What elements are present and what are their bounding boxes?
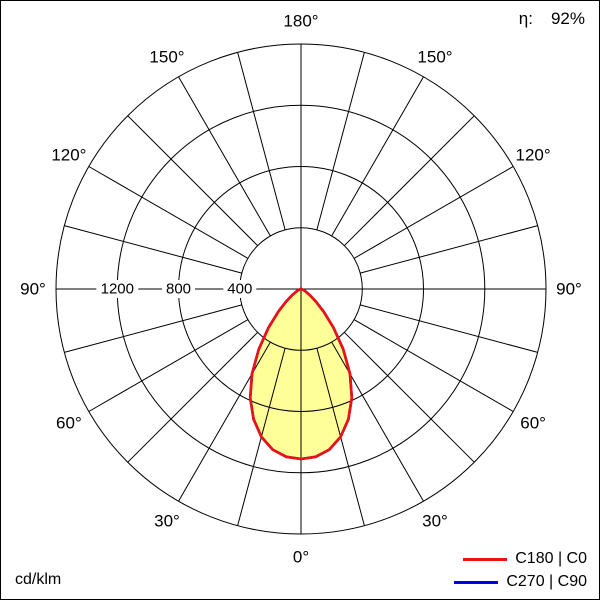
efficiency-label: η: [518,9,533,28]
angle-label: 60° [520,414,546,433]
grid-spoke [88,319,249,412]
efficiency-readout: η: 92% [519,9,585,29]
radial-tick-label: 400 [227,281,252,298]
grid-spoke [237,52,286,230]
radial-tick-label: 800 [166,281,191,298]
chart-root: 400 800 1200 0° 30° 30° 60° 60° 90° 90° 120° 120° 15… [20,12,582,567]
angle-label: 60° [56,414,82,433]
grid-spoke [353,319,514,412]
grid-spoke [178,76,271,237]
radial-tick-bg [96,280,139,298]
angle-label: 0° [293,548,309,567]
radial-tick-bg [162,280,195,298]
grid-spoke [353,166,514,259]
grid-spoke [64,225,242,274]
legend-item-c0: C180 | C0 [454,550,587,568]
angle-label: 90° [20,280,46,299]
legend-line-c0 [463,557,508,561]
grid-spoke [331,76,424,237]
unit-label: cd/klm [15,571,62,588]
grid-spoke [178,341,271,502]
curve-c180-c0 [248,287,354,461]
legend-label-c0: C180 | C0 [515,550,587,567]
grid-spoke [360,225,538,274]
grid-spoke [127,331,259,463]
grid-spoke [331,341,424,502]
angle-label: 120° [516,146,551,165]
legend-line-c90 [454,580,499,584]
efficiency-value: 92% [550,9,585,28]
angle-label: 120° [51,146,86,165]
angle-label: 90° [556,280,582,299]
radial-tick-label: 1200 [101,281,134,298]
grid-spoke [343,331,475,463]
angle-label: 180° [283,12,318,31]
angle-label: 30° [154,512,180,531]
grid-spoke [360,304,538,353]
legend-item-c90: C270 | C90 [454,573,587,591]
angle-label: 150° [149,47,184,66]
radial-tick-bg [223,280,257,298]
grid-spoke [343,115,475,247]
grid-spoke [88,166,249,259]
legend: C180 | C0 C270 | C90 [454,550,587,591]
legend-label-c90: C270 | C90 [506,573,587,590]
angle-label: 150° [417,47,452,66]
grid-spoke [127,115,259,247]
grid-spoke [64,304,242,353]
angle-label: 30° [422,512,448,531]
grid-spoke [316,52,365,230]
